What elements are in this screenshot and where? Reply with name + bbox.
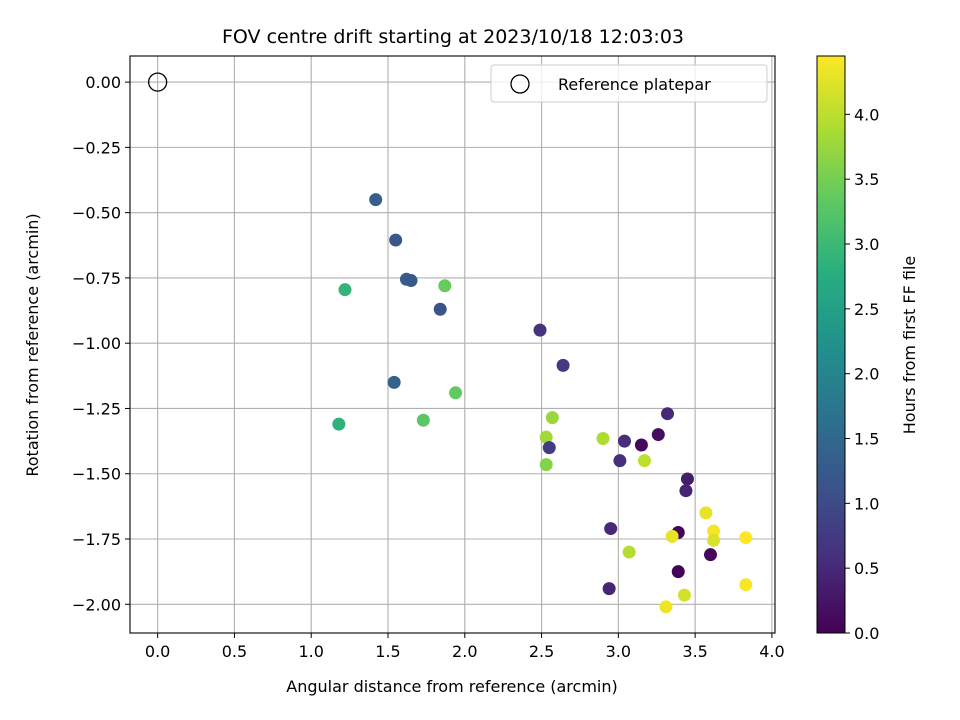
data-point xyxy=(404,274,418,288)
plot-frame xyxy=(129,55,776,634)
y-tick-label: −1.25 xyxy=(72,399,121,418)
chart-title: FOV centre drift starting at 2023/10/18 … xyxy=(222,26,684,48)
data-point xyxy=(338,283,352,297)
colorbar-gradient xyxy=(817,56,845,633)
data-point xyxy=(671,565,685,579)
data-point xyxy=(661,407,674,421)
legend: Reference platepar xyxy=(490,64,768,103)
reference-marker-layer xyxy=(147,72,168,92)
grid xyxy=(130,56,775,633)
colorbar-tick-label: 1.0 xyxy=(854,494,879,513)
y-axis-label: Rotation from reference (arcmin) xyxy=(23,213,42,476)
data-point xyxy=(613,454,627,468)
legend-hollow-circle-marker xyxy=(510,74,530,94)
x-tick-label: 2.0 xyxy=(452,642,477,661)
data-point xyxy=(739,578,753,592)
data-point xyxy=(438,279,452,293)
data-point xyxy=(739,531,753,545)
y-tick-label: −0.75 xyxy=(72,269,121,288)
data-point xyxy=(679,484,693,498)
data-point xyxy=(389,233,403,247)
x-tick-label: 2.5 xyxy=(529,642,554,661)
colorbar-tick-label: 0.5 xyxy=(854,559,879,578)
y-tick-label: −1.50 xyxy=(72,465,121,484)
data-point xyxy=(332,417,346,431)
legend-box xyxy=(490,64,768,103)
data-point xyxy=(539,458,553,472)
data-point xyxy=(704,548,717,562)
data-point xyxy=(637,454,651,468)
y-tick-label: −0.50 xyxy=(72,204,121,223)
y-tick-label: −1.75 xyxy=(72,530,121,549)
colorbar-tick-label: 4.0 xyxy=(854,105,879,124)
y-tick-label: 0.00 xyxy=(85,73,121,92)
data-point xyxy=(651,428,665,442)
colorbar-ticks: 0.0 0.5 1.0 1.5 2.0 2.5 3.0 3.5 4.0 xyxy=(845,105,879,643)
colorbar-tick-label: 2.0 xyxy=(854,365,879,384)
data-point xyxy=(542,441,556,455)
x-tick-label: 1.5 xyxy=(375,642,400,661)
colorbar-tick-label: 3.0 xyxy=(854,235,879,254)
data-point xyxy=(369,193,383,207)
reference-platepar-marker xyxy=(147,72,168,92)
data-point xyxy=(556,358,570,372)
data-point xyxy=(602,582,616,596)
scatter-points xyxy=(332,193,753,614)
data-point xyxy=(634,438,648,452)
data-point xyxy=(707,524,721,538)
data-point xyxy=(545,411,559,425)
data-point xyxy=(604,522,618,536)
data-point xyxy=(622,545,636,559)
y-tick-label: −1.00 xyxy=(72,334,121,353)
data-point xyxy=(618,434,631,448)
data-point xyxy=(699,506,713,520)
colorbar-tick-label: 0.0 xyxy=(854,624,879,643)
data-point xyxy=(416,413,430,427)
y-axis-ticks: 0.00 −0.25 −0.50 −0.75 −1.00 −1.25 −1.50 −1.75 −… xyxy=(72,73,130,614)
data-point xyxy=(533,323,547,337)
x-tick-label: 1.0 xyxy=(298,642,323,661)
data-point xyxy=(387,375,401,389)
colorbar-tick-label: 1.5 xyxy=(854,430,879,449)
data-point xyxy=(677,588,691,602)
colorbar-frame xyxy=(816,55,846,634)
x-tick-label: 3.5 xyxy=(682,642,707,661)
data-point xyxy=(539,430,553,444)
colorbar-label: Hours from first FF file xyxy=(900,256,919,435)
x-tick-label: 0.5 xyxy=(222,642,247,661)
y-tick-label: −2.00 xyxy=(72,595,121,614)
data-point xyxy=(680,472,694,486)
colorbar: 0.0 0.5 1.0 1.5 2.0 2.5 3.0 3.5 4.0 Hours from f… xyxy=(816,55,919,643)
x-axis-label: Angular distance from reference (arcmin) xyxy=(286,677,617,696)
data-point xyxy=(707,533,721,547)
x-tick-label: 4.0 xyxy=(759,642,784,661)
data-point xyxy=(433,302,447,316)
x-tick-label: 3.0 xyxy=(606,642,631,661)
data-point xyxy=(596,431,610,445)
legend-entry-reference-platepar: Reference platepar xyxy=(558,75,711,94)
colorbar-tick-label: 3.5 xyxy=(854,170,879,189)
data-point xyxy=(659,600,673,614)
data-point xyxy=(665,529,679,543)
x-tick-label: 0.0 xyxy=(145,642,170,661)
colorbar-tick-label: 2.5 xyxy=(854,300,879,319)
x-axis-ticks: 0.0 0.5 1.0 1.5 2.0 2.5 3.0 3.5 4.0 xyxy=(145,633,785,661)
data-point xyxy=(449,386,463,400)
y-tick-label: −0.25 xyxy=(72,138,121,157)
